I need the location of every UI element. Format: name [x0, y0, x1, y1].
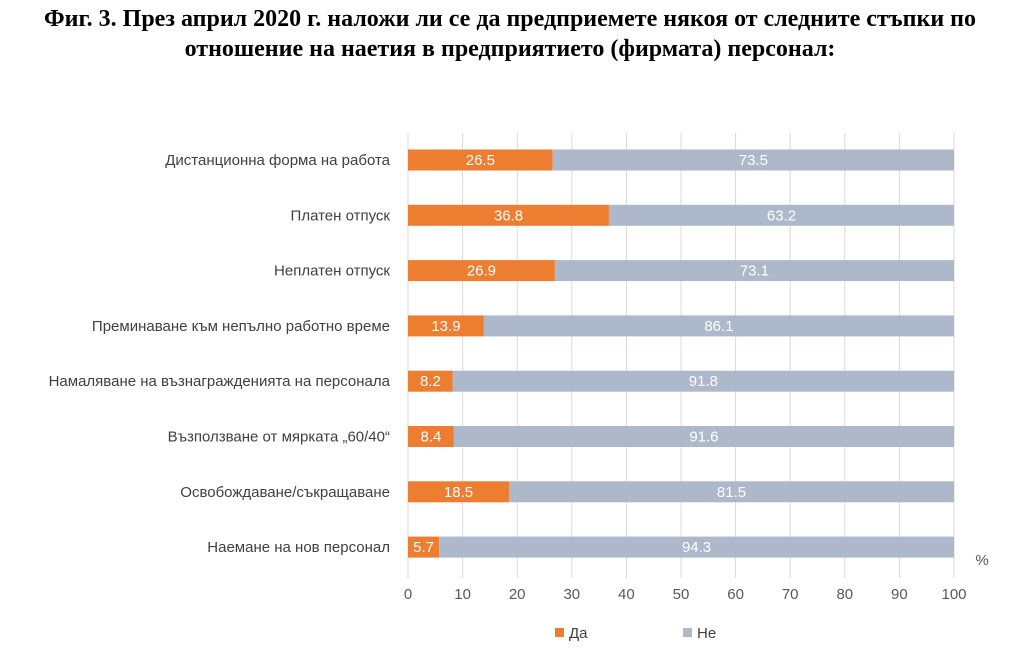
bar-yes [408, 426, 454, 447]
x-tick-label: 100 [941, 586, 966, 603]
data-label: 5.7 [413, 539, 434, 556]
bar-no [453, 426, 954, 447]
data-label: 63.2 [767, 207, 796, 224]
bar-no [554, 260, 954, 282]
category-label: Неплатен отпуск [274, 263, 390, 280]
bar-yes [408, 315, 484, 337]
data-label: 36.8 [494, 207, 523, 224]
category-label: Преминаване към непълно работно време [92, 318, 390, 335]
category-label: Наемане на нов персонал [207, 539, 390, 556]
legend-swatch [683, 628, 692, 637]
x-tick-label: 70 [782, 586, 799, 603]
x-tick-label: 50 [673, 586, 690, 603]
category-label: Освобождаване/съкращаване [180, 484, 390, 501]
x-tick-label: 40 [618, 586, 635, 603]
legend-label: Не [697, 625, 716, 642]
category-label: Възползване от мярката „60/40“ [168, 429, 390, 446]
data-label: 73.1 [740, 263, 769, 280]
data-label: 81.5 [717, 484, 746, 501]
chart-title-line-2: отношение на наетия в предприятието (фир… [184, 36, 836, 62]
data-label: 91.6 [689, 429, 718, 446]
legend-swatch [555, 628, 564, 637]
category-label: Платен отпуск [291, 207, 391, 224]
data-label: 94.3 [682, 539, 711, 556]
category-label: Дистанционна форма на работа [165, 152, 390, 169]
data-label: 73.5 [739, 152, 768, 169]
bar-yes [408, 260, 555, 282]
bar-yes [408, 204, 609, 226]
x-tick-label: 10 [454, 586, 471, 603]
data-label: 86.1 [704, 318, 733, 335]
bar-yes [408, 149, 553, 171]
bar-no [608, 204, 954, 226]
bar-no [552, 149, 954, 171]
data-label: 13.9 [431, 318, 460, 335]
data-label: 26.5 [466, 152, 495, 169]
category-label: Намаляване на възнагражденията на персон… [49, 373, 391, 390]
bar-yes [408, 536, 440, 558]
x-tick-label: 90 [891, 586, 908, 603]
chart-title: Фиг. 3. През април 2020 г. наложи ли се … [0, 4, 1020, 64]
x-tick-label: 60 [727, 586, 744, 603]
x-tick-label: 0 [404, 586, 412, 603]
x-tick-label: 20 [509, 586, 526, 603]
bar-yes [408, 481, 510, 503]
bar-yes [408, 370, 453, 392]
bar-no [509, 481, 954, 503]
x-tick-label: 30 [563, 586, 580, 603]
data-label: 91.8 [689, 373, 718, 390]
bar-no [452, 370, 954, 392]
data-label: 18.5 [444, 484, 473, 501]
chart-title-line-1: Фиг. 3. През април 2020 г. наложи ли се … [44, 6, 976, 32]
x-axis-unit-label: % [975, 552, 988, 569]
bar-no [439, 536, 954, 558]
data-label: 26.9 [467, 263, 496, 280]
legend-label: Да [569, 625, 588, 642]
bar-no [483, 315, 954, 337]
data-label: 8.2 [420, 373, 441, 390]
data-label: 8.4 [421, 429, 442, 446]
x-tick-label: 80 [836, 586, 853, 603]
